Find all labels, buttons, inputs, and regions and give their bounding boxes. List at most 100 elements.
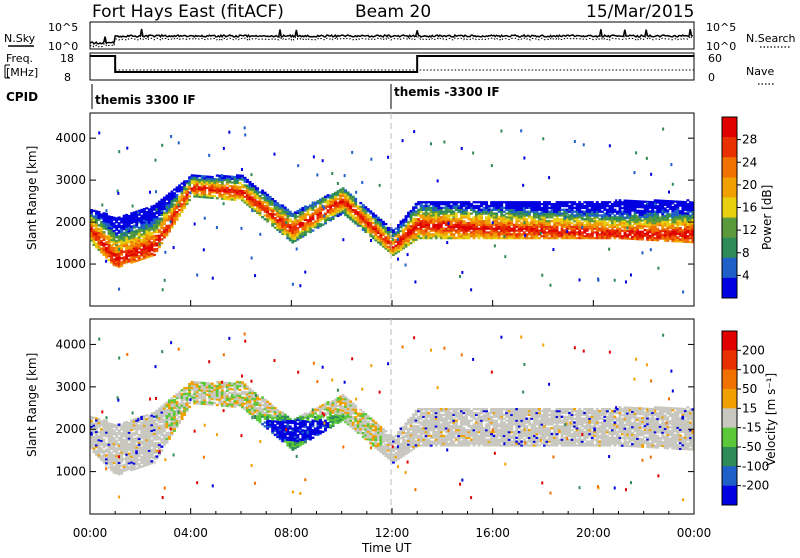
velocity-cell	[153, 442, 156, 444]
power-cell	[583, 224, 586, 226]
power-cell	[415, 203, 418, 205]
radar-title: Fort Hays East (fitACF)	[92, 2, 284, 22]
power-cell	[445, 201, 448, 203]
power-cell	[140, 239, 143, 241]
power-cell	[641, 200, 644, 202]
velocity-cell	[113, 437, 116, 439]
power-cell	[140, 215, 143, 217]
power-cell	[98, 131, 100, 134]
power-cell	[548, 211, 551, 213]
power-cell	[171, 190, 174, 192]
power-cell	[150, 241, 153, 243]
power-cell	[635, 151, 637, 154]
power-cell	[513, 201, 516, 203]
power-cell	[639, 231, 642, 233]
power-cell	[158, 218, 161, 220]
power-cell	[573, 201, 576, 203]
power-cell	[498, 201, 501, 203]
power-cell	[546, 231, 549, 233]
power-cell	[244, 199, 247, 201]
power-cell	[130, 212, 133, 214]
power-cell	[606, 209, 609, 211]
power-cell	[400, 236, 403, 238]
power-cell	[619, 199, 622, 201]
power-cell	[641, 223, 644, 225]
power-cell	[110, 244, 113, 246]
velocity-cell	[128, 422, 131, 424]
power-cell	[480, 201, 483, 203]
power-cell	[608, 201, 611, 203]
power-cell	[304, 213, 307, 215]
power-cell	[515, 201, 518, 203]
power-cell	[591, 201, 594, 203]
velocity-cell	[206, 382, 209, 384]
power-cell	[563, 201, 566, 203]
velocity-cell	[158, 436, 161, 438]
power-cell	[410, 242, 413, 244]
velocity-cell	[95, 450, 98, 452]
power-cell	[498, 216, 501, 218]
power-cell	[586, 233, 589, 235]
power-cell	[644, 229, 647, 231]
power-cell	[226, 196, 229, 198]
power-cell	[135, 237, 138, 239]
power-cell	[598, 233, 601, 235]
power-cell	[593, 237, 596, 239]
velocity-cell	[128, 466, 131, 468]
velocity-cell	[105, 449, 108, 451]
power-cell	[160, 217, 163, 219]
power-cell	[231, 185, 234, 187]
power-cell	[304, 271, 306, 274]
power-cell	[123, 232, 126, 234]
power-cell	[551, 203, 554, 205]
power-cell	[188, 195, 191, 197]
velocity-cell	[103, 419, 106, 421]
power-cell	[271, 207, 274, 209]
power-cell	[155, 242, 158, 244]
power-cell	[651, 201, 654, 203]
power-cell	[603, 212, 606, 214]
power-cell	[598, 203, 601, 205]
power-cell	[296, 227, 299, 229]
power-cell	[286, 209, 289, 211]
power-cell	[664, 228, 667, 230]
power-cell	[478, 205, 481, 207]
velocity-cell	[100, 447, 103, 449]
power-cell	[189, 191, 191, 194]
power-cell	[556, 201, 559, 203]
power-cell	[120, 261, 123, 263]
power-cell	[249, 181, 252, 183]
power-cell	[176, 194, 179, 196]
power-cell	[470, 203, 473, 205]
power-cell	[145, 207, 148, 209]
power-cell	[162, 288, 164, 291]
power-cell	[100, 213, 103, 215]
power-cell	[445, 228, 448, 230]
power-cell	[113, 222, 116, 224]
power-cell	[625, 280, 627, 283]
power-cell	[525, 211, 528, 213]
power-cell	[379, 184, 381, 187]
power-cell	[541, 274, 543, 277]
power-cell	[681, 229, 684, 231]
power-cell	[226, 187, 229, 189]
power-cell	[274, 200, 277, 202]
power-cell	[413, 130, 415, 133]
power-cell	[392, 246, 395, 248]
cpid-segment-2: themis -3300 IF	[394, 85, 500, 99]
power-cell	[523, 231, 526, 233]
power-cell	[352, 196, 355, 198]
power-cell	[259, 233, 261, 236]
power-cell	[334, 192, 337, 194]
cpid-strip: CPID themis 3300 IF themis -3300 IF	[6, 84, 500, 109]
power-cell	[442, 228, 445, 230]
power-cell	[132, 205, 134, 208]
power-cell	[442, 201, 445, 203]
power-cell	[634, 200, 637, 202]
power-cell	[613, 229, 616, 231]
power-cell	[641, 219, 644, 221]
velocity-cell	[140, 422, 143, 424]
power-cell	[178, 141, 180, 144]
power-cell	[226, 175, 229, 177]
